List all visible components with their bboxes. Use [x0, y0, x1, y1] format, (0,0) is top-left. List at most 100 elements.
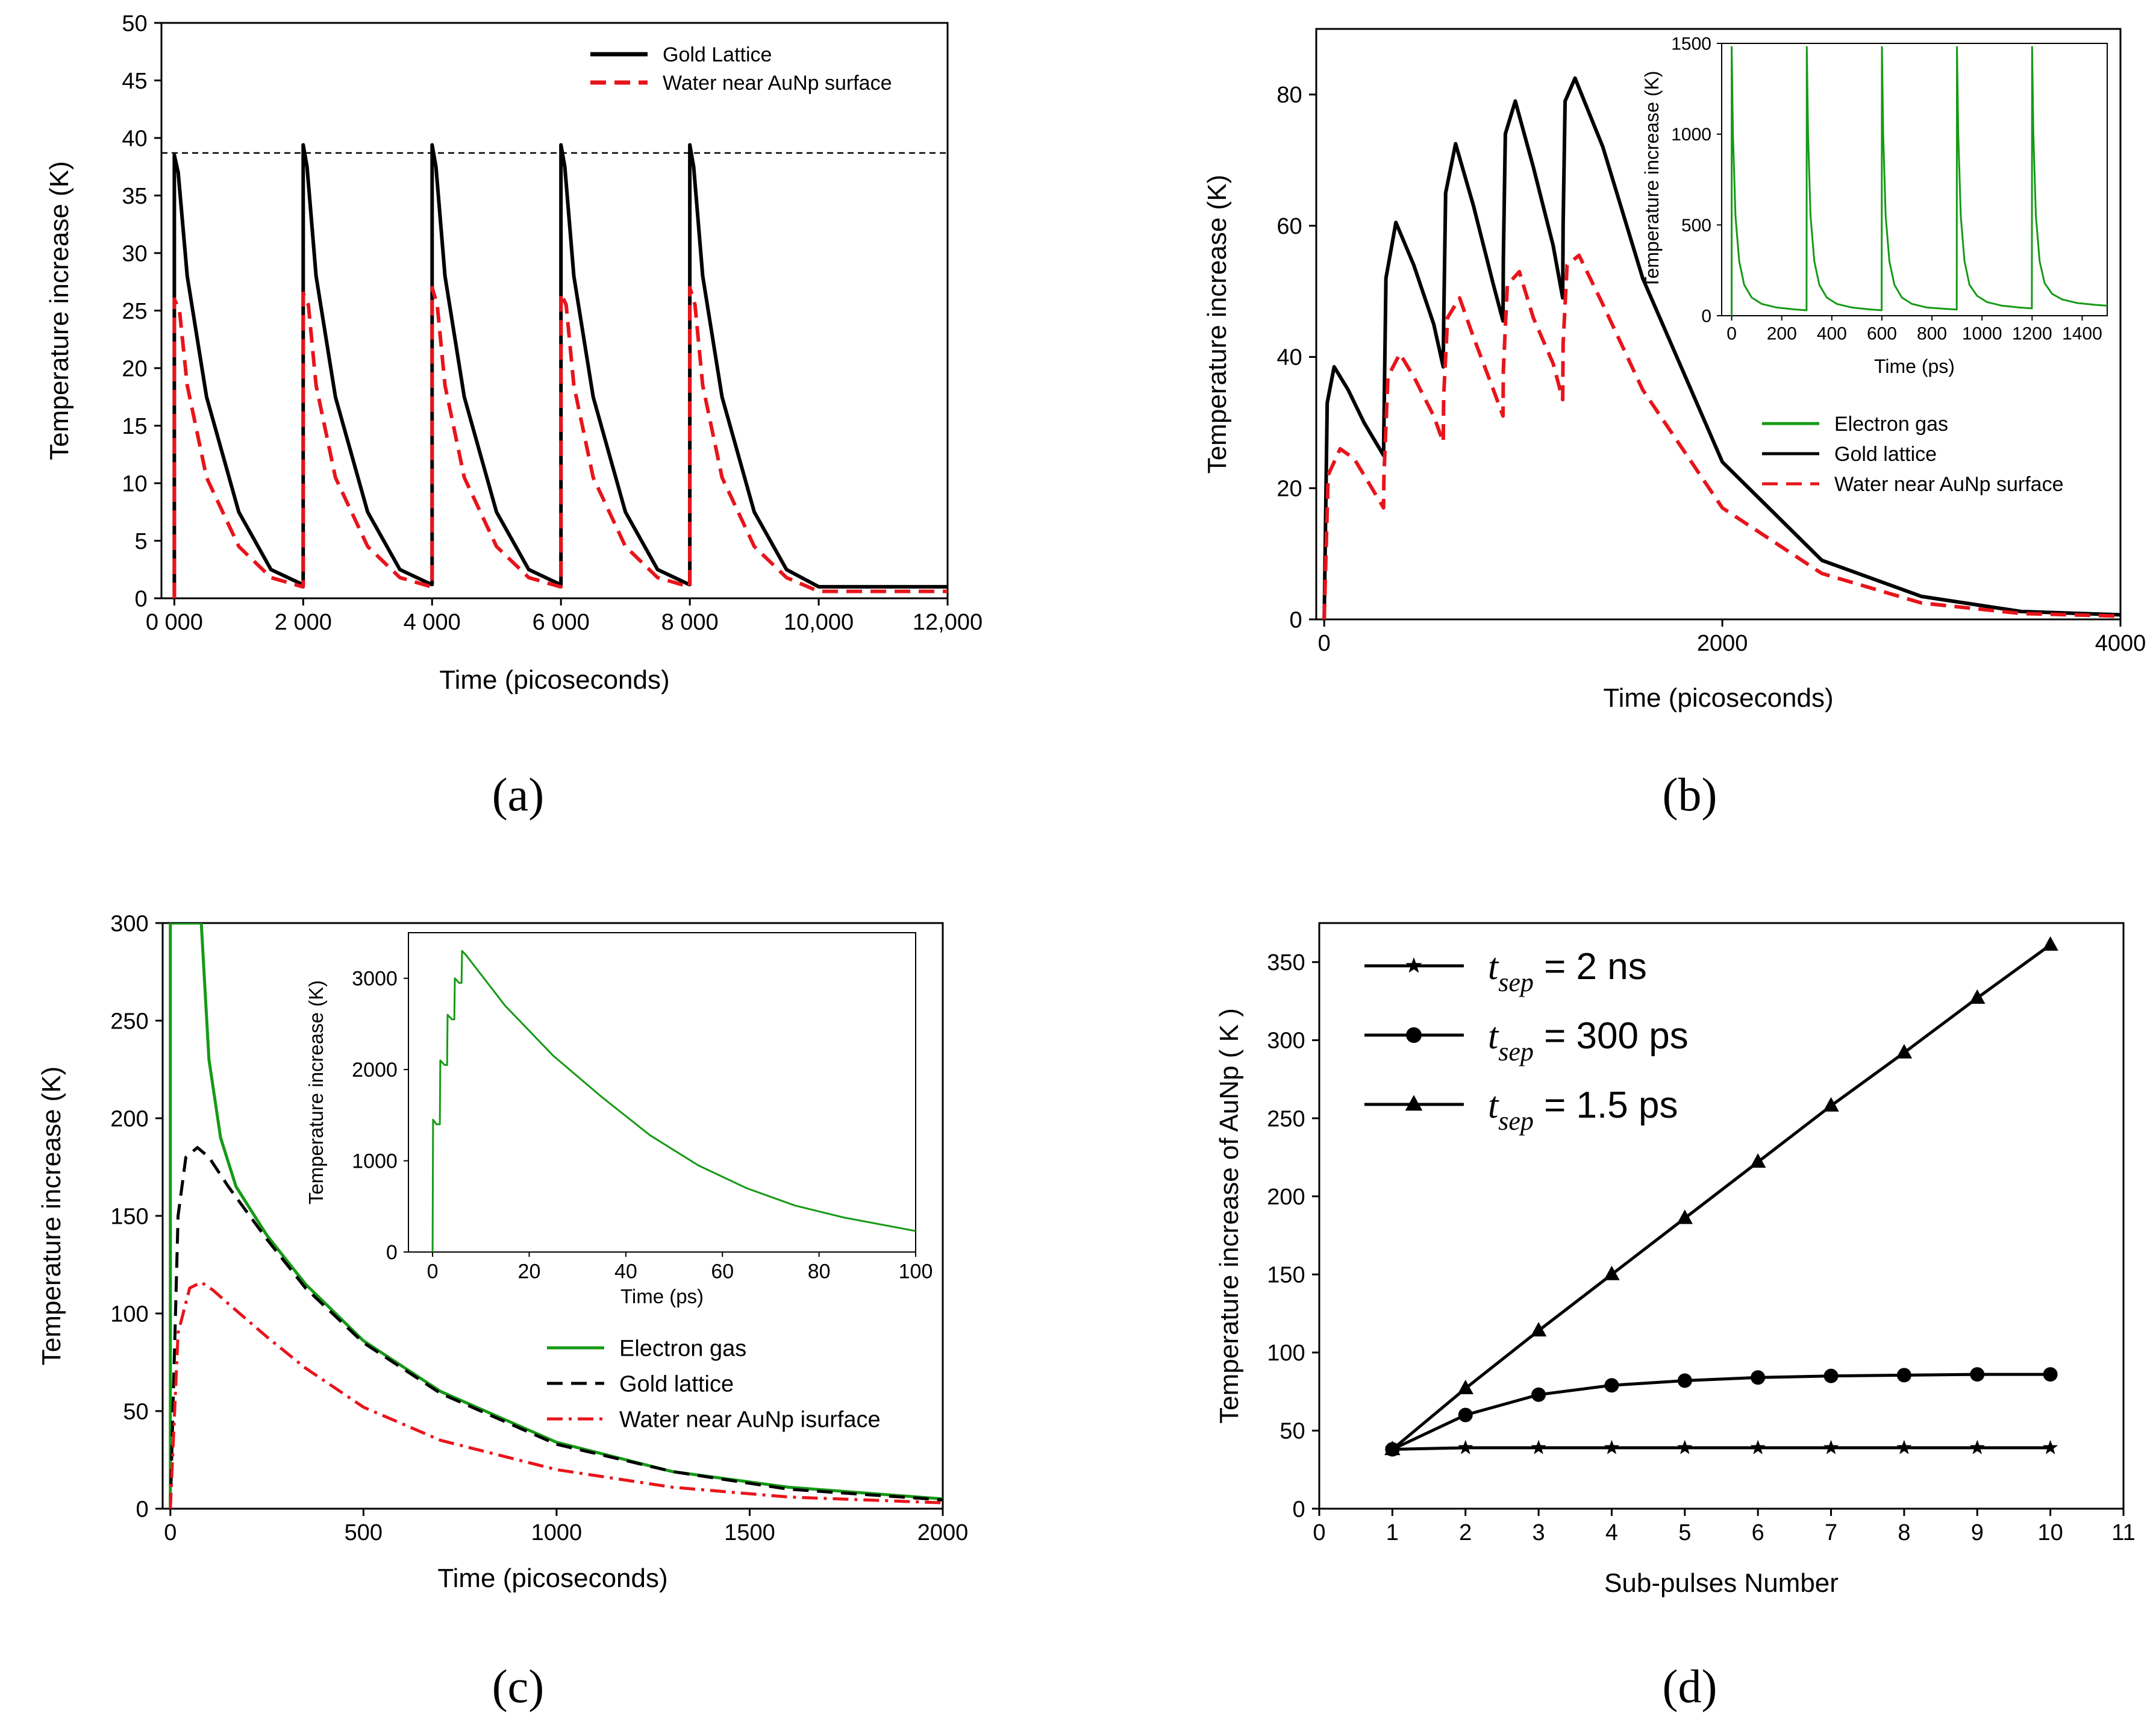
c-y-tick-label: 150 — [110, 1204, 148, 1229]
d-y-tick-label: 50 — [1280, 1419, 1305, 1444]
c-series-line-2 — [169, 1280, 943, 1509]
d-series-line-1 — [1392, 1373, 2051, 1451]
a-x-tick-label: 10,000 — [784, 610, 854, 635]
b-y-axis-label: Temperature increase (K) — [1202, 175, 1232, 474]
d-marker-star — [1969, 1439, 1985, 1454]
b-inset-x-tick-label: 1200 — [2012, 324, 2052, 344]
c-x-tick-label: 1500 — [724, 1520, 775, 1545]
a-axes: 0 000 2 000 4 000 6 000 8 000 10,000 12,000 0 5 1… — [45, 11, 983, 695]
b-legend-label: Gold lattice — [1834, 443, 1937, 466]
a-series-line-1 — [172, 286, 948, 598]
b-x-tick-label: 2000 — [1697, 631, 1748, 656]
d-marker-star — [1604, 1439, 1619, 1454]
d-x-axis-label: Sub-pulses Number — [1604, 1568, 1839, 1598]
d-legend-marker — [1405, 957, 1422, 973]
c-inset-x-tick-label: 100 — [899, 1260, 933, 1283]
b-legend-label: Water near AuNp surface — [1834, 473, 2063, 496]
d-marker-triangle — [1457, 1380, 1473, 1395]
c-inset-x-tick-label: 40 — [614, 1260, 637, 1283]
panel-label-c: (c) — [492, 1660, 545, 1712]
d-marker-triangle — [1676, 1209, 1693, 1224]
d-axes: 0 1 2 3 4 5 6 7 8 9 10 11 0 50 100 150 200 250 300 350 Sub-p… — [1214, 922, 2136, 1598]
c-x-tick-label: 0 — [164, 1520, 177, 1545]
d-y-tick-label: 100 — [1267, 1341, 1305, 1366]
a-x-tick-label: 4 000 — [404, 610, 461, 635]
a-x-tick-label: 2 000 — [275, 610, 332, 635]
d-marker-circle — [1823, 1368, 1839, 1383]
d-marker-circle — [2043, 1367, 2058, 1382]
d-legend-text: = 300 ps — [1534, 1015, 1689, 1057]
b-inset-x-tick-label: 400 — [1817, 324, 1847, 344]
a-x-tick-label: 6 000 — [533, 610, 590, 635]
d-x-tick-label: 2 — [1459, 1520, 1472, 1545]
a-x-axis-label: Time (picoseconds) — [439, 665, 669, 695]
d-legend-symbol: t — [1488, 1016, 1499, 1057]
d-x-tick-label: 7 — [1825, 1520, 1837, 1545]
b-x-tick-label: 0 — [1318, 631, 1331, 656]
d-x-tick-label: 10 — [2037, 1520, 2063, 1545]
a-y-tick-label: 5 — [134, 529, 147, 554]
d-legend-marker — [1406, 1027, 1422, 1043]
a-series-line-0 — [172, 143, 948, 598]
b-inset-x-tick-label: 1400 — [2062, 324, 2102, 344]
a-y-tick-label: 0 — [134, 586, 147, 612]
d-marker-star — [1677, 1439, 1693, 1454]
b-inset-x-tick-label: 0 — [1726, 324, 1737, 344]
d-x-tick-label: 4 — [1605, 1520, 1618, 1545]
c-legend: Electron gas Gold lattice Water near AuNp … — [547, 1336, 881, 1432]
b-inset-x-axis-label: Time (ps) — [1874, 355, 1955, 377]
d-legend-subscript: sep — [1498, 1037, 1534, 1066]
b-x-axis-label: Time (picoseconds) — [1603, 683, 1833, 713]
c-series-line-1 — [169, 1146, 943, 1509]
b-inset-x-tick-label: 200 — [1767, 324, 1797, 344]
c-inset-y-tick-label: 3000 — [352, 968, 398, 991]
d-y-tick-label: 150 — [1267, 1263, 1305, 1288]
b-inset-y-axis-label: Temperature increase (K) — [1641, 70, 1663, 288]
a-legend-label: Water near AuNp surface — [663, 72, 892, 95]
c-inset-x-axis-label: Time (ps) — [620, 1285, 704, 1307]
b-inset-series-line-0 — [1731, 46, 2107, 316]
d-marker-circle — [1677, 1373, 1692, 1388]
c-legend-label: Gold lattice — [619, 1371, 734, 1397]
d-y-axis-label: Temperature increase of AuNp ( K ) — [1214, 1008, 1244, 1424]
c-y-axis-label: Temperature increase (K) — [37, 1066, 66, 1365]
d-marker-star — [1458, 1439, 1473, 1454]
a-y-tick-label: 50 — [122, 11, 147, 36]
a-y-axis-label: Temperature increase (K) — [45, 161, 74, 460]
d-marker-star — [2043, 1439, 2058, 1454]
c-inset-x-tick-label: 60 — [711, 1260, 734, 1283]
c-y-tick-label: 50 — [123, 1399, 148, 1424]
d-y-tick-label: 200 — [1267, 1185, 1305, 1210]
d-y-tick-label: 300 — [1267, 1028, 1305, 1054]
b-series-line-2 — [1322, 253, 2120, 619]
b-inset-plot-frame — [1721, 43, 2108, 316]
c-y-tick-label: 200 — [110, 1106, 148, 1132]
d-y-tick-label: 250 — [1267, 1106, 1305, 1132]
b-y-tick-label: 40 — [1276, 345, 1302, 371]
c-inset-y-axis-label: Temperature increase (K) — [305, 980, 327, 1204]
d-x-tick-label: 1 — [1386, 1520, 1399, 1545]
d-marker-circle — [1458, 1407, 1473, 1423]
b-legend: Electron gas Gold lattice Water near AuNp … — [1762, 413, 2063, 496]
d-marker-star — [1750, 1439, 1766, 1454]
d-y-tick-label: 0 — [1292, 1497, 1305, 1522]
d-marker-triangle — [2042, 936, 2058, 951]
d-legend-label: tsep = 2 ns — [1488, 946, 1647, 997]
a-y-tick-label: 10 — [122, 471, 147, 496]
d-marker-triangle — [1604, 1265, 1620, 1280]
a-x-tick-label: 8 000 — [661, 610, 719, 635]
d-x-tick-label: 8 — [1898, 1520, 1910, 1545]
a-plot-frame — [160, 22, 949, 599]
d-marker-star — [1896, 1439, 1912, 1454]
d-x-tick-label: 0 — [1313, 1520, 1325, 1545]
c-y-tick-label: 250 — [110, 1009, 148, 1034]
b-x-tick-label: 4000 — [2095, 631, 2146, 656]
d-x-tick-label: 11 — [2111, 1520, 2135, 1545]
d-legend-text: = 2 ns — [1534, 946, 1647, 988]
b-y-tick-label: 20 — [1276, 477, 1302, 502]
b-y-tick-label: 80 — [1276, 83, 1302, 108]
c-y-tick-label: 0 — [136, 1497, 148, 1522]
a-y-tick-label: 35 — [122, 184, 147, 209]
